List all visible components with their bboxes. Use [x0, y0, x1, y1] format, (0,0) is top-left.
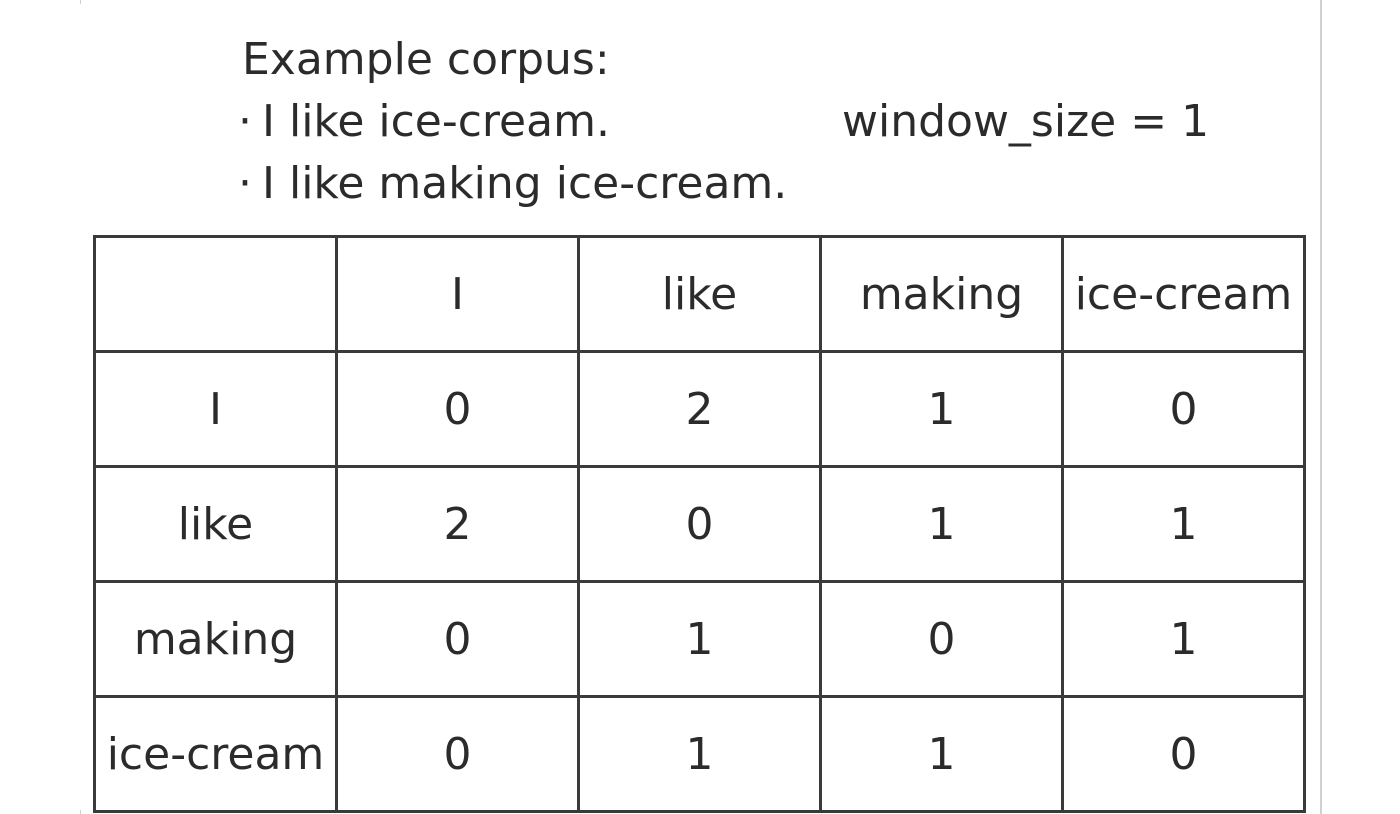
column-header: making	[819, 235, 1064, 353]
matrix-row: making 0 1 0 1	[93, 580, 1306, 698]
matrix-cell: 0	[819, 580, 1064, 698]
right-border-line	[1320, 0, 1322, 814]
matrix-cell: 0	[1061, 695, 1306, 813]
corpus-sentence-1: · I like ice-cream.	[238, 94, 610, 150]
matrix-cell: 1	[819, 465, 1064, 583]
matrix-cell: 0	[1061, 350, 1306, 468]
corner-cell	[93, 235, 338, 353]
matrix-cell: 1	[819, 695, 1064, 813]
matrix-cell: 1	[1061, 465, 1306, 583]
column-header: I	[335, 235, 580, 353]
column-header: like	[577, 235, 822, 353]
row-header: like	[93, 465, 338, 583]
left-tick-bottom	[80, 810, 81, 814]
row-header: making	[93, 580, 338, 698]
window-size-label: window_size = 1	[842, 96, 1210, 147]
matrix-row: I 0 2 1 0	[93, 350, 1306, 468]
sentence-text: I like making ice-cream.	[262, 158, 788, 209]
matrix-row: like 2 0 1 1	[93, 465, 1306, 583]
matrix-cell: 0	[335, 695, 580, 813]
bullet-dot: ·	[238, 96, 252, 147]
sentence-text: I like ice-cream.	[262, 96, 610, 147]
row-header: I	[93, 350, 338, 468]
matrix-cell: 2	[335, 465, 580, 583]
matrix-cell: 0	[335, 350, 580, 468]
matrix-cell: 1	[577, 695, 822, 813]
corpus-title: Example corpus:	[242, 34, 610, 85]
matrix-cell: 1	[819, 350, 1064, 468]
matrix-cell: 1	[1061, 580, 1306, 698]
matrix-cell: 0	[335, 580, 580, 698]
matrix-cell: 2	[577, 350, 822, 468]
matrix-row: ice-cream 0 1 1 0	[93, 695, 1306, 813]
cooccurrence-matrix: I like making ice-cream I 0 2 1 0 like 2…	[93, 235, 1306, 813]
bullet-dot: ·	[238, 158, 252, 209]
corpus-sentence-2: · I like making ice-cream.	[238, 156, 787, 212]
header-row: I like making ice-cream	[93, 235, 1306, 353]
row-header: ice-cream	[93, 695, 338, 813]
matrix-cell: 0	[577, 465, 822, 583]
column-header: ice-cream	[1061, 235, 1306, 353]
left-tick-top	[80, 0, 81, 4]
matrix-cell: 1	[577, 580, 822, 698]
